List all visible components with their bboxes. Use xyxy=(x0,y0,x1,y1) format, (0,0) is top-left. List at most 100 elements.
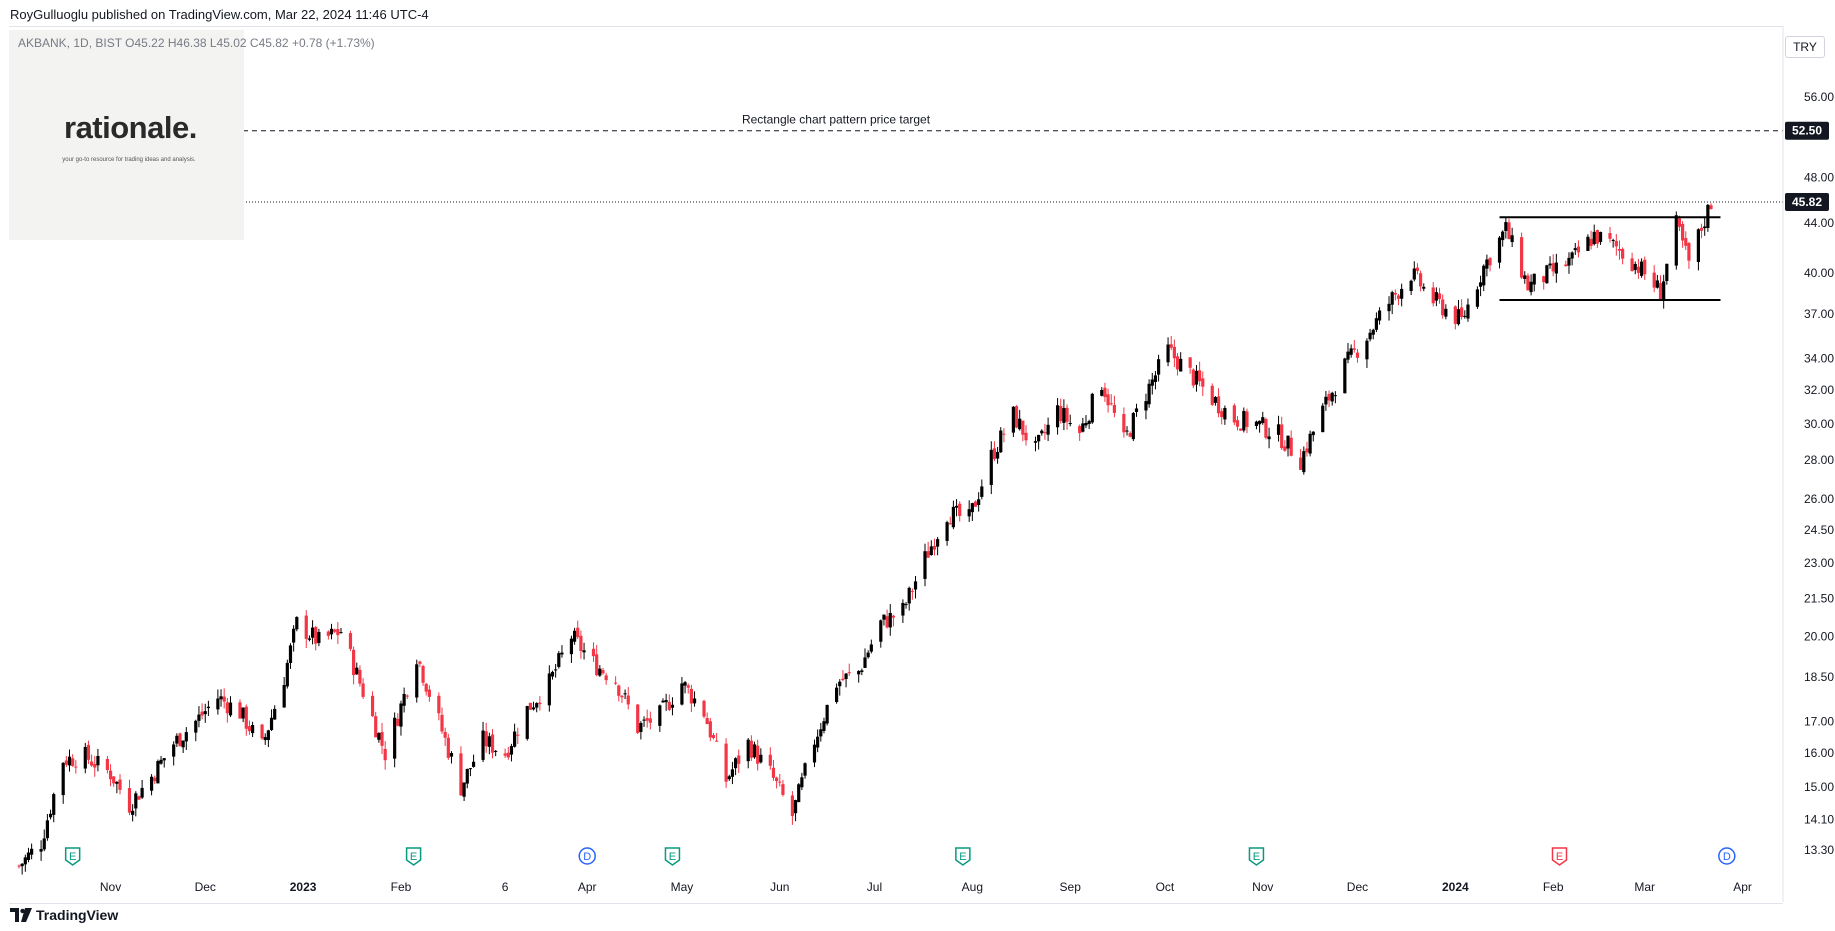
candle xyxy=(1210,383,1214,406)
candle-body xyxy=(93,763,97,768)
candle xyxy=(108,764,113,787)
candle-body xyxy=(525,706,529,739)
candle xyxy=(1589,230,1593,250)
x-tick-label: Oct xyxy=(1156,880,1175,894)
candle xyxy=(440,707,444,734)
watermark-logo-panel: rationale. your go-to resource for tradi… xyxy=(9,30,244,240)
candle-body xyxy=(336,629,340,636)
candle xyxy=(263,733,267,745)
tradingview-brand[interactable]: TradingView xyxy=(10,907,118,923)
candle xyxy=(228,696,233,717)
chart-frame[interactable] xyxy=(9,26,1783,904)
candle-body xyxy=(951,506,955,528)
candle-body xyxy=(620,695,624,698)
candle xyxy=(926,541,930,558)
candle xyxy=(825,704,829,726)
currency-button[interactable]: TRY xyxy=(1785,36,1825,58)
candle-body xyxy=(923,551,927,579)
candle-body xyxy=(891,615,896,618)
candle-body xyxy=(1254,421,1259,426)
candle xyxy=(800,772,804,791)
candle xyxy=(1633,261,1637,275)
candle xyxy=(446,733,450,760)
candle xyxy=(1037,434,1041,450)
candle xyxy=(481,721,485,763)
candle-body xyxy=(999,430,1003,453)
candle-body xyxy=(1084,422,1088,426)
candle xyxy=(443,727,447,746)
candle xyxy=(317,628,321,647)
candle xyxy=(1223,405,1227,425)
earnings-event-marker: E xyxy=(955,847,971,866)
candle xyxy=(980,479,984,500)
candle-body xyxy=(1235,420,1240,427)
candle xyxy=(1242,407,1246,433)
candle xyxy=(352,646,356,685)
candle-body xyxy=(711,735,716,739)
candle xyxy=(118,774,122,795)
candle-body xyxy=(1346,351,1350,360)
candle xyxy=(778,773,782,787)
candle xyxy=(1254,420,1259,430)
candle xyxy=(96,748,100,772)
candle-body xyxy=(825,704,829,724)
candle xyxy=(847,663,851,676)
candle xyxy=(973,500,978,507)
candle-body xyxy=(601,670,605,674)
candle xyxy=(879,619,883,648)
candle-body xyxy=(1703,226,1707,229)
candle-body xyxy=(1245,411,1249,427)
candle-body xyxy=(958,503,962,516)
candle-body xyxy=(989,449,993,485)
candle xyxy=(1235,416,1240,431)
candle-body xyxy=(358,669,362,684)
candle-body xyxy=(705,718,709,725)
candle xyxy=(1175,353,1180,376)
candle xyxy=(1393,289,1397,301)
x-tick-label: May xyxy=(671,880,694,894)
candle xyxy=(547,665,551,712)
candle-body xyxy=(1614,240,1618,247)
candle xyxy=(727,774,731,781)
y-tick-label: 40.00 xyxy=(1804,266,1834,280)
candle-body xyxy=(869,644,873,652)
candle-body xyxy=(1169,344,1173,348)
candle-body xyxy=(658,705,662,726)
candle-body xyxy=(172,744,176,757)
candle-body xyxy=(1639,261,1644,276)
candle-body xyxy=(317,631,321,643)
candle xyxy=(421,664,425,686)
candle-body xyxy=(797,784,801,803)
candle-body xyxy=(194,720,198,733)
candle xyxy=(1478,275,1483,297)
candle-body xyxy=(598,668,602,676)
candle xyxy=(380,722,384,755)
candle xyxy=(733,757,738,776)
candle-body xyxy=(64,760,68,765)
candle-body xyxy=(778,781,782,783)
candle-body xyxy=(1551,263,1555,272)
candle-body xyxy=(225,702,229,714)
candle-body xyxy=(481,730,485,760)
candle-body xyxy=(494,750,498,752)
candle-body xyxy=(71,758,75,767)
candle xyxy=(781,779,785,797)
y-tick-label: 21.50 xyxy=(1804,591,1834,605)
candle xyxy=(1346,342,1350,364)
candle xyxy=(639,721,643,740)
candle-body xyxy=(812,744,817,763)
candle-body xyxy=(273,708,277,720)
candle-body xyxy=(449,753,454,757)
candle xyxy=(1696,228,1700,271)
candle xyxy=(819,722,823,742)
candle xyxy=(1703,217,1707,236)
candle-body xyxy=(882,614,886,620)
candle xyxy=(1504,217,1508,239)
candle-body xyxy=(1128,433,1132,437)
candle xyxy=(48,809,53,820)
candle-body xyxy=(576,627,580,638)
candle xyxy=(1131,411,1135,442)
candle xyxy=(715,732,719,742)
tradingview-brand-label: TradingView xyxy=(36,907,119,923)
